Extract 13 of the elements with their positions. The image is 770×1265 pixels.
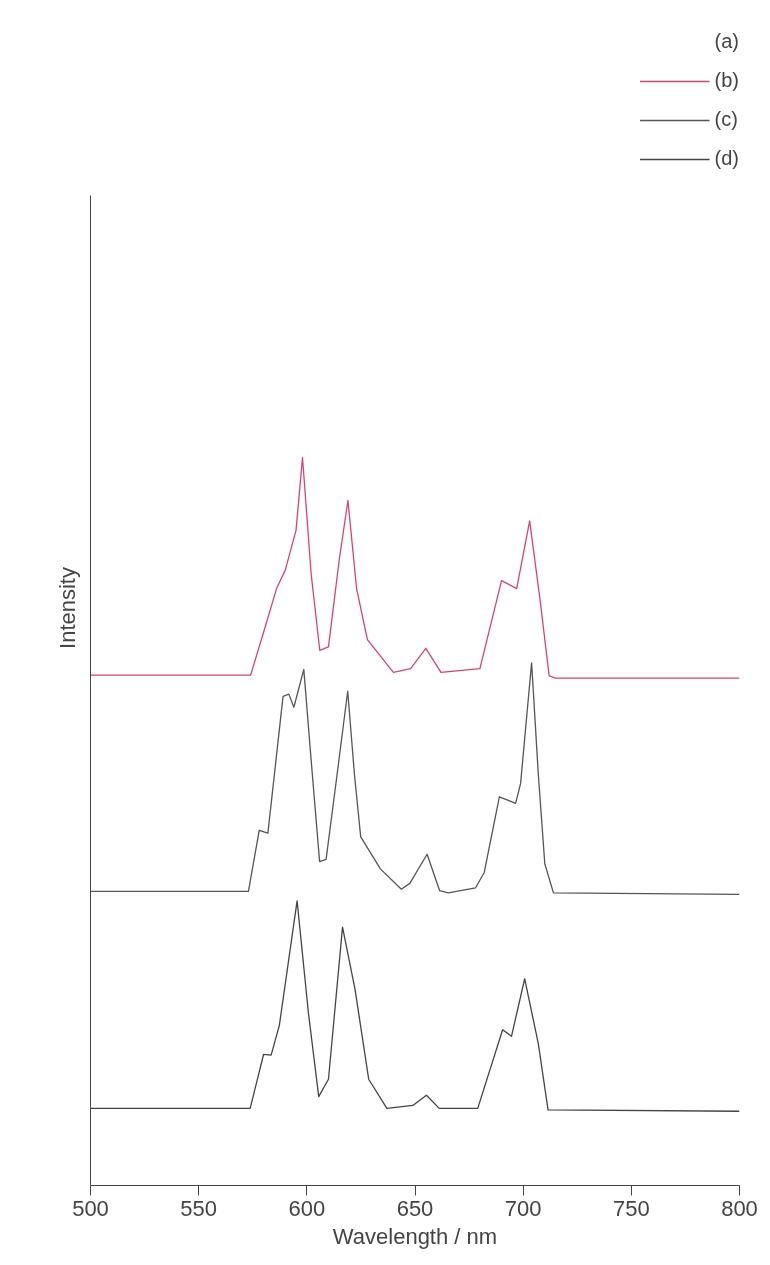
legend-label: (c) (714, 108, 738, 131)
legend-label: (b) (714, 69, 739, 92)
x-axis-title: Wavelength / nm (332, 1223, 498, 1249)
x-tick-label: 550 (180, 1195, 218, 1221)
x-tick-label: 500 (72, 1195, 109, 1221)
x-tick-label: 800 (721, 1195, 758, 1221)
x-tick-label: 750 (612, 1195, 650, 1221)
text: (a) (714, 30, 739, 53)
x-tick-label: 600 (288, 1195, 326, 1221)
legend-label: (d) (714, 147, 739, 170)
x-tick-label: 700 (504, 1195, 542, 1221)
y-axis-title: Intensity (54, 567, 80, 649)
x-tick-label: 650 (396, 1195, 434, 1221)
